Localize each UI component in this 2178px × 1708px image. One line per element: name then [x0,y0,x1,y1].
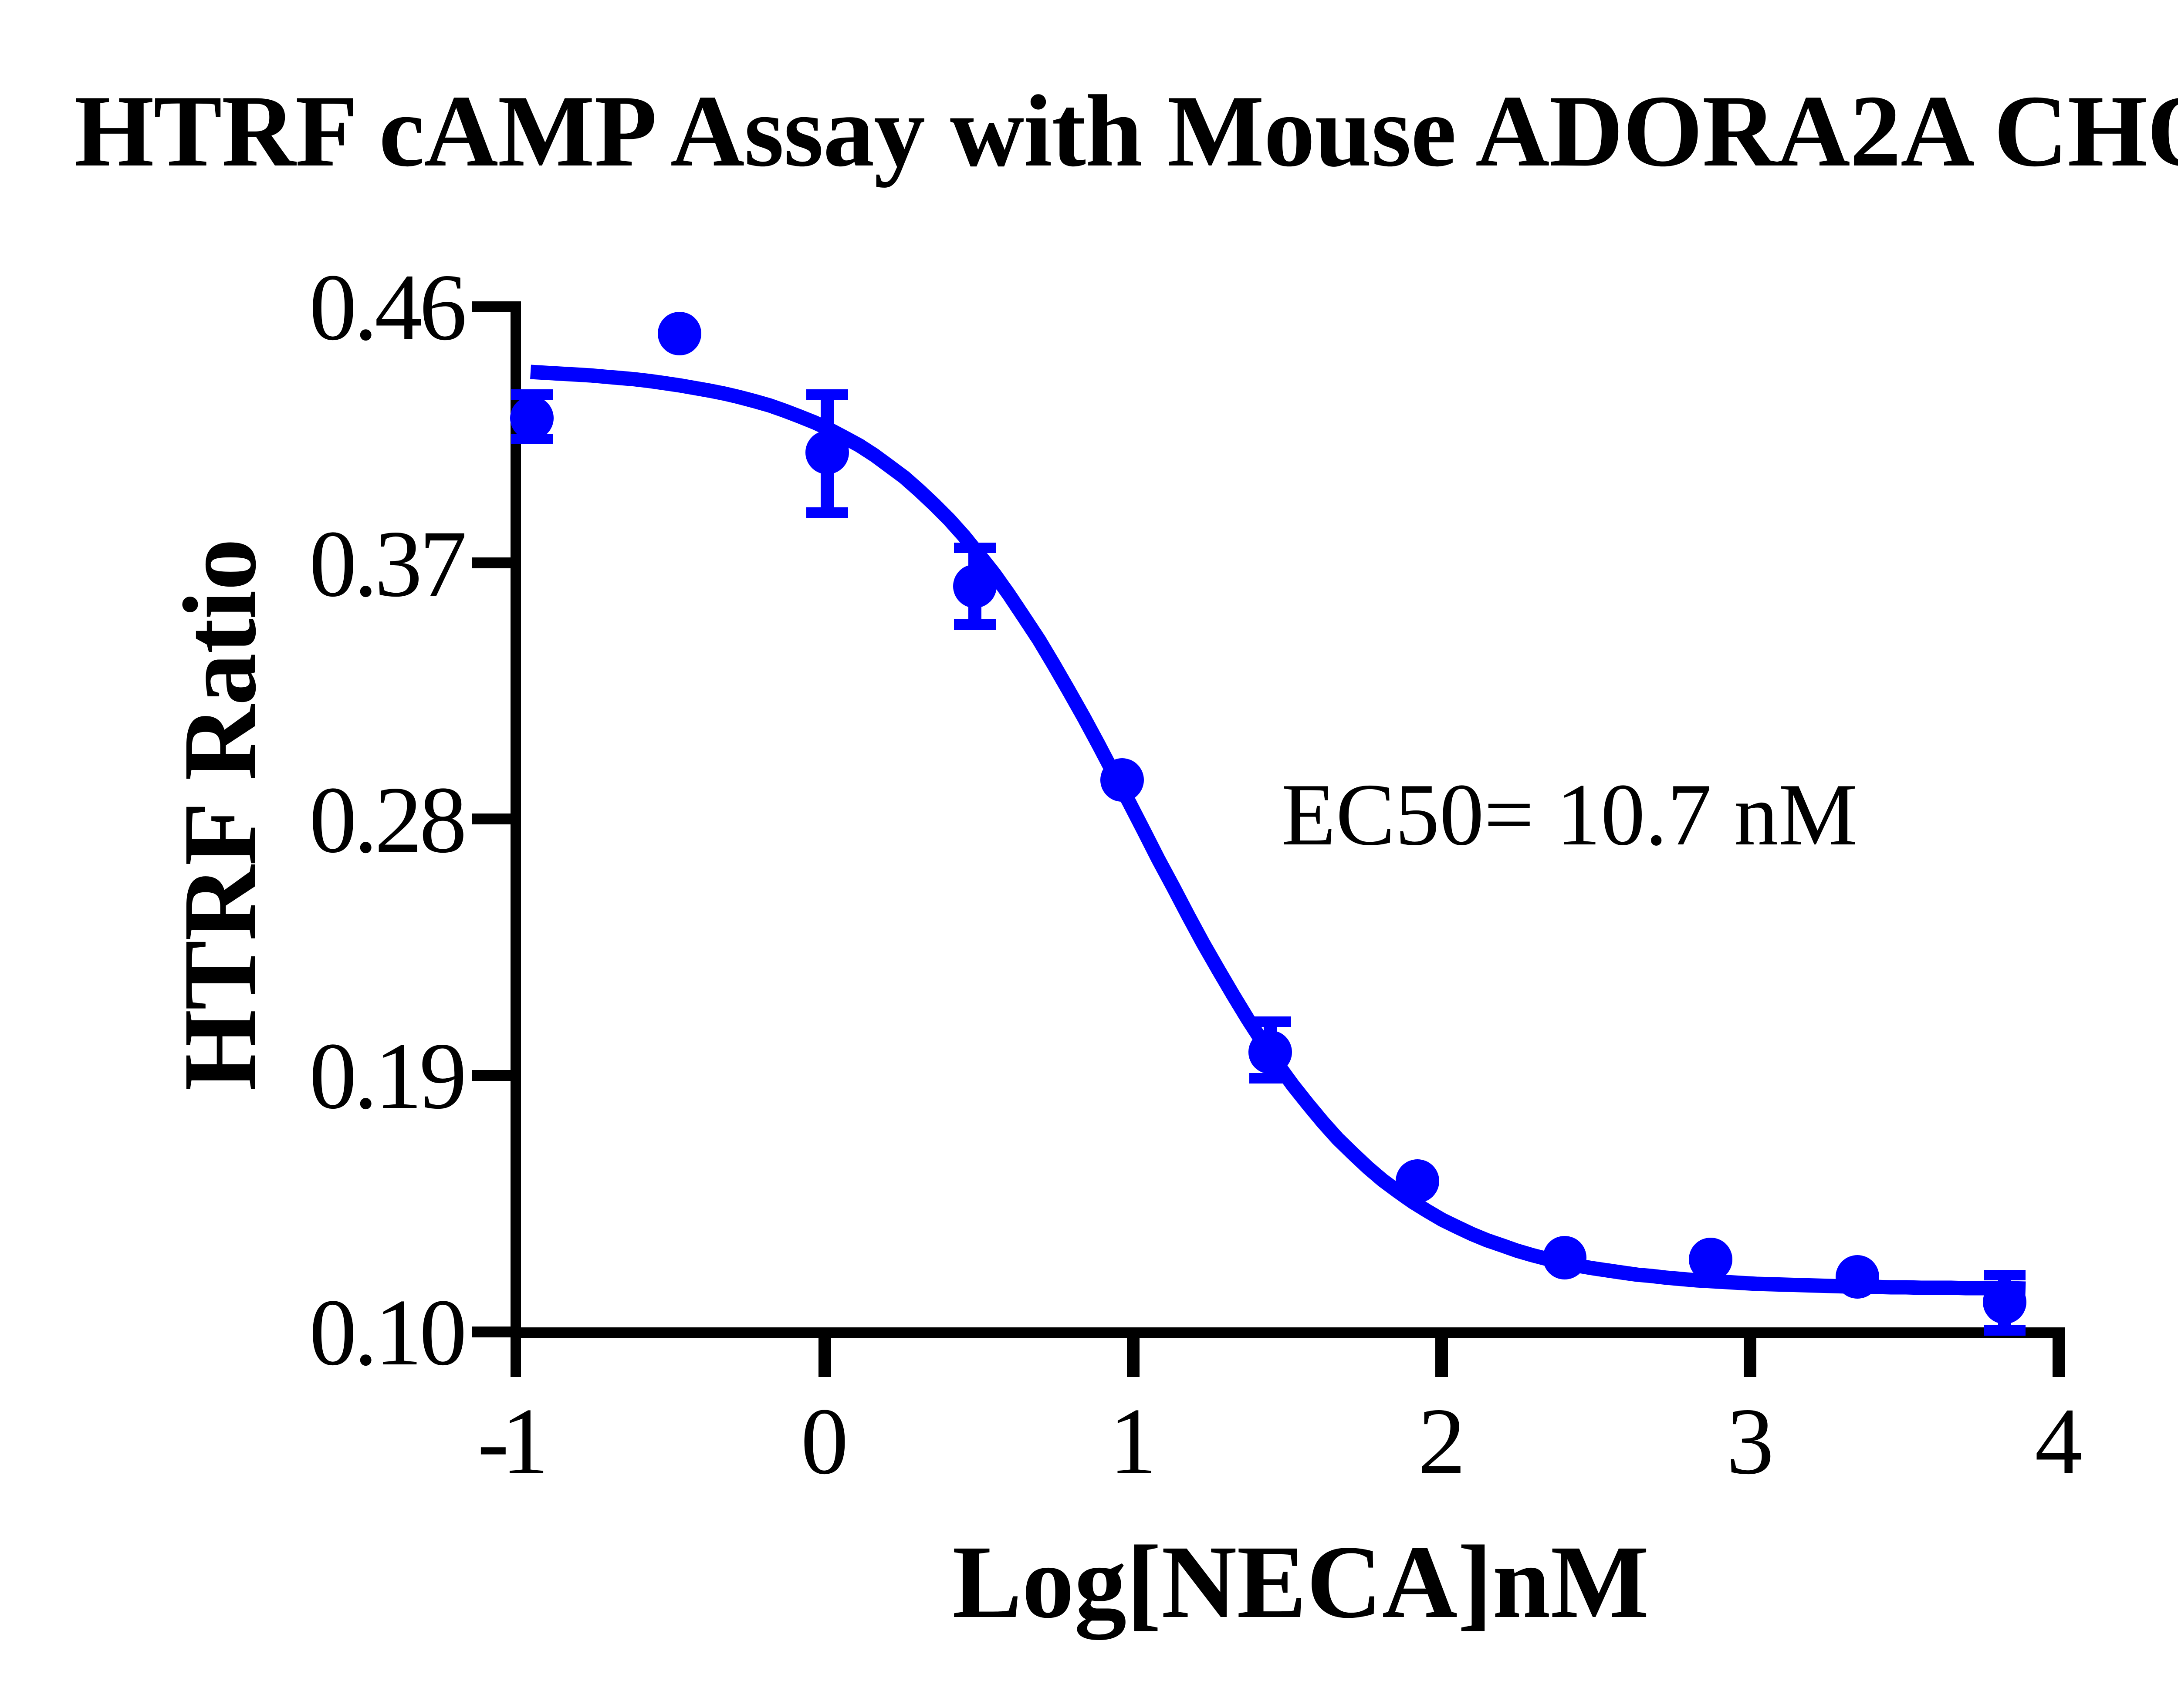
svg-text:4: 4 [2035,1389,2083,1494]
svg-text:0.19: 0.19 [309,1023,464,1129]
svg-text:0: 0 [801,1389,849,1494]
svg-text:Log[NECA]nM: Log[NECA]nM [952,1524,1649,1640]
svg-text:HTRF cAMP Assay with Mouse ADO: HTRF cAMP Assay with Mouse ADORA2A CHO(C… [74,63,2178,188]
svg-text:HTRF Ratio: HTRF Ratio [162,539,277,1091]
svg-text:0.28: 0.28 [309,767,464,873]
svg-text:3: 3 [1726,1389,1774,1494]
svg-text:0.10: 0.10 [309,1280,464,1385]
svg-text:EC50= 10.7 nM: EC50= 10.7 nM [1282,766,1857,864]
svg-text:1: 1 [1109,1389,1157,1494]
svg-text:2: 2 [1418,1389,1466,1494]
svg-text:-1: -1 [477,1389,544,1494]
svg-text:0.37: 0.37 [309,511,465,617]
svg-text:0.46: 0.46 [309,255,464,360]
